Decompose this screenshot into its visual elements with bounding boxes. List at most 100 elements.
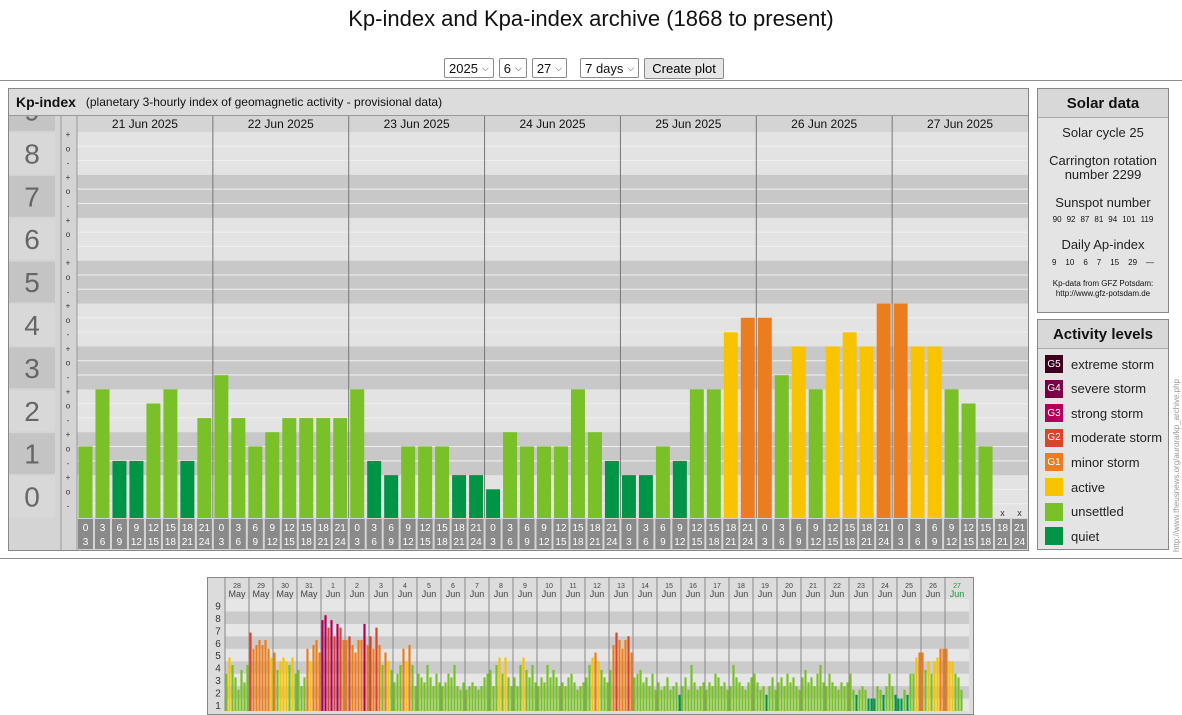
activity-level-label: unsettled	[1071, 504, 1124, 520]
page-title: Kp-index and Kpa-index archive (1868 to …	[348, 6, 834, 31]
sunspot-value: 87	[1080, 215, 1090, 224]
kp-bar	[842, 332, 857, 518]
activity-level-label: severe storm	[1071, 381, 1147, 397]
mini-bar	[411, 664, 414, 711]
mini-bar	[660, 689, 663, 711]
sunspot-value: 101	[1122, 215, 1136, 224]
mini-bar	[444, 682, 447, 711]
kp-hour-cell	[502, 519, 518, 549]
kp-hour-start: 12	[827, 523, 839, 534]
mini-band	[225, 698, 969, 711]
kp-hour-end: 9	[388, 537, 394, 548]
mini-month-label: Jun	[614, 589, 629, 599]
mini-bar	[378, 645, 381, 711]
mini-bar	[606, 682, 609, 711]
kp-bar	[367, 460, 382, 518]
mini-bar	[243, 682, 246, 711]
mini-bar	[654, 689, 657, 711]
kp-hour-cell	[995, 519, 1011, 549]
activity-level-swatch	[1045, 478, 1063, 496]
mini-bar	[699, 686, 702, 711]
mini-bar	[615, 632, 618, 711]
mini-bar	[309, 661, 312, 711]
mini-bar	[723, 682, 726, 711]
mini-band	[225, 661, 969, 674]
mini-month-label: Jun	[902, 589, 917, 599]
mini-bar	[795, 686, 798, 711]
mini-month-label: Jun	[446, 589, 461, 599]
mini-day-number: 25	[905, 583, 913, 590]
mini-day-number: 18	[737, 583, 745, 590]
kp-hour-end: 18	[437, 537, 449, 548]
mini-bar	[597, 661, 600, 711]
mini-bar	[237, 689, 240, 711]
mini-bar	[912, 673, 915, 711]
mini-bar	[612, 645, 615, 711]
kp-hour-start: 21	[606, 523, 618, 534]
mini-bar	[924, 669, 927, 711]
mini-bar	[837, 689, 840, 711]
mini-bar	[777, 682, 780, 711]
kp-bar	[299, 418, 314, 518]
kp-bar	[129, 460, 144, 518]
mini-bar	[396, 673, 399, 711]
mini-bar	[942, 648, 945, 711]
source-link[interactable]: http://www.gfz-potsdam.de	[1055, 289, 1151, 298]
mini-bar	[513, 677, 516, 711]
sunspot-value: 92	[1066, 215, 1076, 224]
kp-hour-cell	[315, 519, 331, 549]
mini-bar	[462, 682, 465, 711]
range-select[interactable]: 7 days ⌵	[580, 58, 640, 78]
year-select[interactable]: 2025 ⌵	[444, 58, 494, 78]
mini-bar	[939, 648, 942, 711]
kp-hour-end: 18	[708, 537, 720, 548]
kp-y-band	[9, 175, 55, 217]
mini-bar	[780, 677, 783, 711]
day-select[interactable]: 27 ⌵	[531, 58, 568, 78]
kp-hour-end: 6	[915, 537, 921, 548]
mini-bar	[831, 682, 834, 711]
mini-bar	[555, 677, 558, 711]
mini-day-number: 26	[929, 583, 937, 590]
kp-sub-tick-label: -	[67, 244, 70, 253]
kp-bar	[554, 446, 568, 518]
kp-bar	[587, 432, 602, 518]
activity-levels-panel: Activity levels G5 extreme storm G4 severe …	[1037, 319, 1169, 550]
kp-hour-end: 24	[606, 537, 618, 548]
mini-bar	[474, 686, 477, 711]
kp-hour-cell	[1012, 519, 1027, 549]
mini-day-number: 17	[713, 583, 721, 590]
mini-day-number: 5	[427, 583, 431, 590]
mini-month-label: May	[252, 589, 270, 599]
kp-hour-cell	[519, 519, 535, 549]
kp-sub-tick-label: -	[67, 373, 70, 382]
mini-bar	[414, 686, 417, 711]
day-value: 27	[536, 60, 552, 76]
ap-value: 6	[1083, 258, 1088, 267]
mini-bar	[300, 686, 303, 711]
kp-bar	[689, 389, 704, 518]
mini-bar	[807, 682, 810, 711]
mini-bar	[420, 677, 423, 711]
activity-level-item: active	[1045, 477, 1105, 497]
kp-hour-end: 24	[742, 537, 754, 548]
mini-day-number: 29	[257, 583, 265, 590]
mini-bar	[387, 661, 390, 711]
kp-bar	[435, 446, 450, 518]
kp-sub-tick-label: +	[66, 259, 71, 268]
mini-band	[225, 599, 969, 612]
kp-hour-start: 18	[318, 523, 330, 534]
mini-month-label: Jun	[566, 589, 581, 599]
kp-hour-end: 18	[844, 537, 856, 548]
activity-level-item: G5 extreme storm	[1045, 354, 1154, 374]
kp-y-band	[9, 390, 55, 432]
mini-bar	[576, 689, 579, 711]
kp-hour-end: 3	[762, 537, 768, 548]
mini-bar	[732, 664, 735, 711]
mini-bar	[327, 627, 330, 711]
kp-bar	[350, 389, 365, 518]
mini-month-label: Jun	[710, 589, 725, 599]
mini-bar	[783, 686, 786, 711]
month-select[interactable]: 6 ⌵	[498, 58, 527, 78]
create-plot-button[interactable]: Create plot	[644, 58, 724, 79]
